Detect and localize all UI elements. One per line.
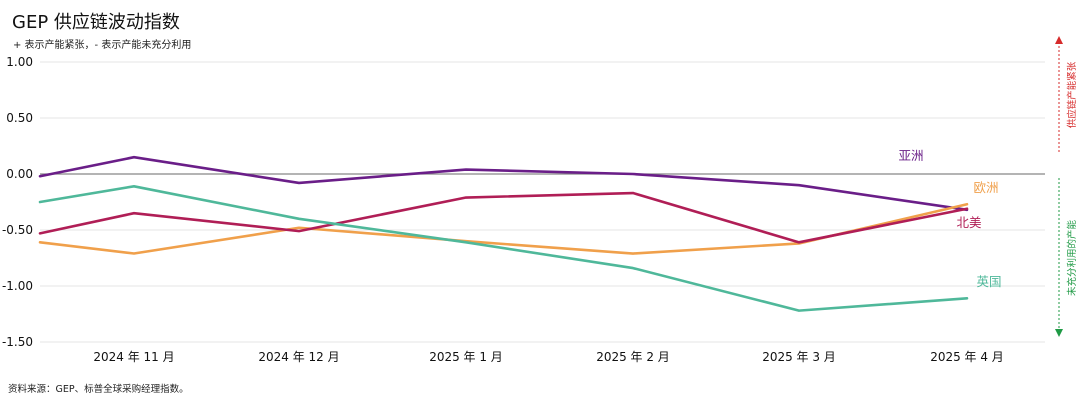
series-label-north-america: 北美	[956, 215, 981, 230]
x-tick-label: 2025 年 2 月	[596, 350, 670, 364]
series-line-asia	[38, 155, 969, 212]
chart-subtitle: + 表示产能紧张，- 表示产能未充分利用	[13, 40, 192, 51]
series-label-uk: 英国	[976, 274, 1001, 289]
x-tick-label: 2025 年 4 月	[930, 350, 1004, 364]
series-line-uk	[38, 185, 969, 312]
y-axis-ticks: 1.00 0.50 0.00 -0.50 -1.00 -1.50	[2, 55, 33, 349]
y-tick-label: 0.00	[6, 167, 33, 181]
series-label-asia: 亚洲	[898, 148, 923, 163]
chart-title: GEP 供应链波动指数	[12, 12, 180, 33]
x-tick-label: 2025 年 1 月	[429, 350, 503, 364]
down-arrow-icon	[1055, 329, 1063, 337]
x-tick-label: 2024 年 12 月	[258, 350, 339, 364]
source-note: 资料来源：GEP、标普全球采购经理指数。	[8, 384, 189, 395]
side-label-underutilized: 未充分利用的产能	[1066, 220, 1078, 297]
y-tick-label: -1.00	[2, 279, 33, 293]
up-arrow-icon	[1055, 36, 1063, 44]
y-tick-label: 1.00	[6, 55, 33, 69]
series-line-north-america	[38, 191, 969, 244]
side-label-tension: 供应链产能紧张	[1066, 61, 1078, 128]
x-tick-label: 2025 年 3 月	[762, 350, 836, 364]
y-tick-label: -0.50	[2, 223, 33, 237]
series-label-europe: 欧洲	[973, 180, 998, 195]
x-axis-ticks: 2024 年 11 月 2024 年 12 月 2025 年 1 月 2025 年 2…	[93, 350, 1003, 364]
series-lines	[38, 155, 969, 312]
grid-lines	[40, 61, 1045, 343]
y-tick-label: -1.50	[2, 335, 33, 349]
y-tick-label: 0.50	[6, 111, 33, 125]
x-tick-label: 2024 年 11 月	[93, 350, 174, 364]
series-line-europe	[38, 202, 969, 255]
